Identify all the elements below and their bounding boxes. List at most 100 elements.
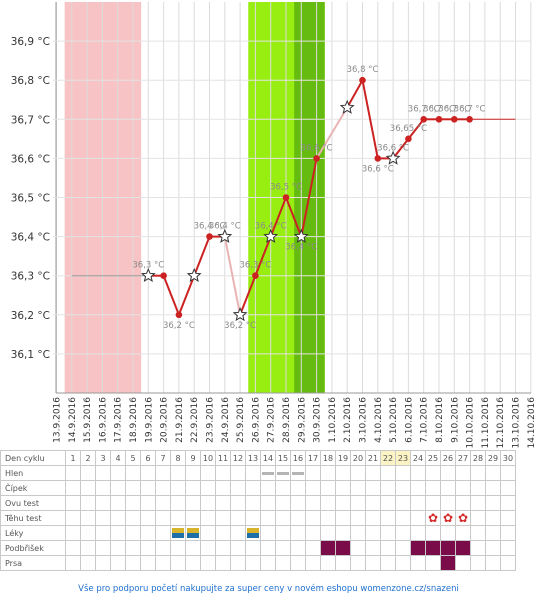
table-cell[interactable]: [125, 495, 141, 511]
table-cell[interactable]: [95, 555, 111, 571]
table-cell[interactable]: [335, 510, 351, 526]
table-cell[interactable]: [185, 540, 201, 556]
table-cell[interactable]: [260, 555, 276, 571]
table-cell[interactable]: [170, 465, 186, 481]
table-cell[interactable]: [230, 480, 246, 496]
table-cell[interactable]: [350, 525, 366, 541]
table-cell[interactable]: [290, 480, 306, 496]
table-cell[interactable]: [410, 495, 426, 511]
table-cell[interactable]: [80, 495, 96, 511]
table-cell[interactable]: [245, 540, 261, 556]
table-cell[interactable]: [500, 555, 516, 571]
table-cell[interactable]: [185, 465, 201, 481]
table-cell[interactable]: [245, 555, 261, 571]
table-cell[interactable]: [185, 510, 201, 526]
table-cell[interactable]: [365, 495, 381, 511]
table-cell[interactable]: [425, 540, 441, 556]
table-cell[interactable]: [305, 495, 321, 511]
table-cell[interactable]: [395, 540, 411, 556]
table-cell[interactable]: [80, 480, 96, 496]
table-cell[interactable]: [365, 525, 381, 541]
table-cell[interactable]: [80, 510, 96, 526]
table-cell[interactable]: [170, 480, 186, 496]
table-cell[interactable]: [320, 555, 336, 571]
table-cell[interactable]: [320, 465, 336, 481]
table-cell[interactable]: [275, 465, 291, 481]
table-cell[interactable]: [485, 555, 501, 571]
table-cell[interactable]: [275, 555, 291, 571]
table-cell[interactable]: [185, 480, 201, 496]
table-cell[interactable]: [200, 525, 216, 541]
table-cell[interactable]: [455, 525, 471, 541]
table-cell[interactable]: [395, 525, 411, 541]
table-cell[interactable]: [365, 465, 381, 481]
table-cell[interactable]: [425, 495, 441, 511]
table-cell[interactable]: [125, 510, 141, 526]
table-cell[interactable]: [335, 480, 351, 496]
table-cell[interactable]: [290, 465, 306, 481]
table-cell[interactable]: [80, 540, 96, 556]
table-cell[interactable]: [125, 555, 141, 571]
table-cell[interactable]: [65, 540, 81, 556]
table-cell[interactable]: [350, 465, 366, 481]
table-cell[interactable]: [290, 510, 306, 526]
table-cell[interactable]: [470, 525, 486, 541]
table-cell[interactable]: [245, 495, 261, 511]
table-cell[interactable]: [440, 540, 456, 556]
table-cell[interactable]: [215, 540, 231, 556]
table-cell[interactable]: [65, 555, 81, 571]
table-cell[interactable]: [395, 510, 411, 526]
table-cell[interactable]: [200, 510, 216, 526]
table-cell[interactable]: [380, 495, 396, 511]
table-cell[interactable]: [230, 510, 246, 526]
table-cell[interactable]: [350, 495, 366, 511]
table-cell[interactable]: [275, 510, 291, 526]
table-cell[interactable]: [305, 465, 321, 481]
table-cell[interactable]: [185, 495, 201, 511]
table-cell[interactable]: [170, 495, 186, 511]
table-cell[interactable]: [500, 525, 516, 541]
table-cell[interactable]: [320, 525, 336, 541]
table-cell[interactable]: [485, 495, 501, 511]
table-cell[interactable]: [500, 480, 516, 496]
table-cell[interactable]: [155, 555, 171, 571]
table-cell[interactable]: [200, 495, 216, 511]
table-cell[interactable]: [170, 555, 186, 571]
table-cell[interactable]: [440, 480, 456, 496]
table-cell[interactable]: [500, 465, 516, 481]
table-cell[interactable]: [395, 495, 411, 511]
table-cell[interactable]: [335, 465, 351, 481]
table-cell[interactable]: [350, 555, 366, 571]
table-cell[interactable]: [350, 480, 366, 496]
table-cell[interactable]: [410, 480, 426, 496]
table-cell[interactable]: [80, 555, 96, 571]
table-cell[interactable]: [485, 465, 501, 481]
table-cell[interactable]: [155, 495, 171, 511]
table-cell[interactable]: [305, 525, 321, 541]
table-cell[interactable]: [80, 525, 96, 541]
table-cell[interactable]: [80, 465, 96, 481]
table-cell[interactable]: [395, 465, 411, 481]
table-cell[interactable]: [290, 525, 306, 541]
table-cell[interactable]: [95, 480, 111, 496]
table-cell[interactable]: [110, 465, 126, 481]
table-cell[interactable]: [365, 555, 381, 571]
table-cell[interactable]: [245, 465, 261, 481]
table-cell[interactable]: [200, 480, 216, 496]
table-cell[interactable]: [260, 480, 276, 496]
table-cell[interactable]: [155, 465, 171, 481]
table-cell[interactable]: [485, 525, 501, 541]
table-cell[interactable]: [155, 510, 171, 526]
table-cell[interactable]: [110, 525, 126, 541]
table-cell[interactable]: [200, 540, 216, 556]
table-cell[interactable]: [500, 495, 516, 511]
table-cell[interactable]: [110, 540, 126, 556]
table-cell[interactable]: [65, 480, 81, 496]
table-cell[interactable]: [335, 525, 351, 541]
table-cell[interactable]: [155, 525, 171, 541]
table-cell[interactable]: [230, 555, 246, 571]
table-cell[interactable]: [140, 555, 156, 571]
table-cell[interactable]: [275, 525, 291, 541]
table-cell[interactable]: [440, 555, 456, 571]
table-cell[interactable]: [95, 525, 111, 541]
